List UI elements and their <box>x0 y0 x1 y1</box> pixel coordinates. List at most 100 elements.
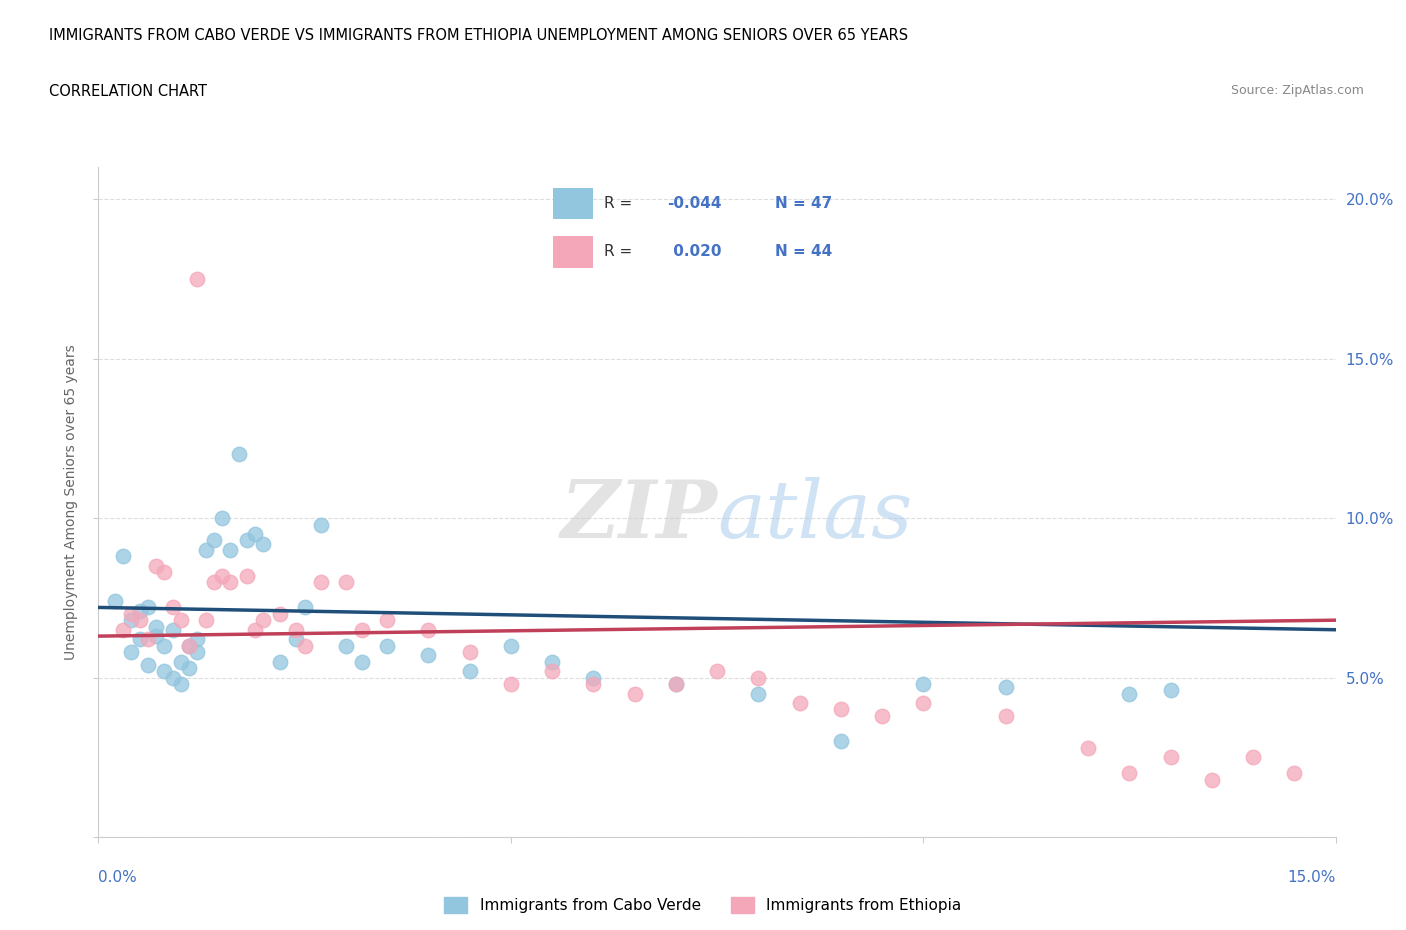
Point <box>243 622 266 637</box>
Point <box>1160 750 1182 764</box>
Text: ZIP: ZIP <box>560 477 717 554</box>
Text: 15.0%: 15.0% <box>1288 870 1336 884</box>
Text: CORRELATION CHART: CORRELATION CHART <box>49 84 207 99</box>
Point <box>789 696 811 711</box>
Point <box>120 606 142 621</box>
Point <box>665 676 688 691</box>
Point <box>211 511 233 525</box>
Point <box>120 644 142 659</box>
Point <box>309 517 332 532</box>
Point <box>211 568 233 583</box>
Point <box>352 622 374 637</box>
Point <box>153 638 176 653</box>
Point <box>747 671 769 685</box>
Point <box>1077 740 1099 755</box>
Point <box>994 680 1017 695</box>
Point <box>153 664 176 679</box>
Point <box>294 638 316 653</box>
Point <box>202 575 225 590</box>
Point <box>219 575 242 590</box>
Point <box>375 638 398 653</box>
Point <box>285 631 308 646</box>
Point <box>458 664 481 679</box>
Point <box>375 613 398 628</box>
Text: atlas: atlas <box>717 477 912 554</box>
Point <box>179 638 201 653</box>
Point <box>458 644 481 659</box>
Point <box>1201 772 1223 787</box>
Point <box>236 568 259 583</box>
Point <box>269 606 291 621</box>
Point <box>830 702 852 717</box>
Point <box>285 622 308 637</box>
Point <box>830 734 852 749</box>
Point <box>112 622 135 637</box>
Point <box>1118 765 1140 780</box>
Text: IMMIGRANTS FROM CABO VERDE VS IMMIGRANTS FROM ETHIOPIA UNEMPLOYMENT AMONG SENIOR: IMMIGRANTS FROM CABO VERDE VS IMMIGRANTS… <box>49 28 908 43</box>
Point <box>145 619 167 634</box>
Point <box>219 542 242 557</box>
Point <box>541 654 564 669</box>
Point <box>170 676 193 691</box>
Point <box>170 654 193 669</box>
Point <box>912 676 935 691</box>
Point <box>499 638 522 653</box>
Point <box>665 676 688 691</box>
Point <box>541 664 564 679</box>
Legend: Immigrants from Cabo Verde, Immigrants from Ethiopia: Immigrants from Cabo Verde, Immigrants f… <box>444 897 962 913</box>
Point <box>309 575 332 590</box>
Text: 0.0%: 0.0% <box>98 870 138 884</box>
Point <box>335 575 357 590</box>
Point <box>128 604 150 618</box>
Point <box>162 622 184 637</box>
Point <box>582 676 605 691</box>
Point <box>706 664 728 679</box>
Point <box>228 447 250 462</box>
Y-axis label: Unemployment Among Seniors over 65 years: Unemployment Among Seniors over 65 years <box>63 344 77 660</box>
Point <box>112 549 135 564</box>
Point <box>294 600 316 615</box>
Point <box>136 600 159 615</box>
Point <box>145 559 167 574</box>
Point <box>194 613 217 628</box>
Point <box>243 526 266 541</box>
Point <box>252 613 274 628</box>
Point <box>912 696 935 711</box>
Point <box>582 671 605 685</box>
Point <box>1284 765 1306 780</box>
Point <box>186 272 208 286</box>
Point <box>1160 683 1182 698</box>
Text: Source: ZipAtlas.com: Source: ZipAtlas.com <box>1230 84 1364 97</box>
Point <box>269 654 291 669</box>
Point <box>128 613 150 628</box>
Point <box>186 631 208 646</box>
Point <box>202 533 225 548</box>
Point <box>870 709 893 724</box>
Point <box>335 638 357 653</box>
Point <box>128 631 150 646</box>
Point <box>418 648 440 663</box>
Point <box>179 638 201 653</box>
Point <box>352 654 374 669</box>
Point <box>145 629 167 644</box>
Point <box>747 686 769 701</box>
Point <box>623 686 645 701</box>
Point <box>162 671 184 685</box>
Point <box>170 613 193 628</box>
Point <box>1241 750 1264 764</box>
Point <box>179 660 201 675</box>
Point <box>162 600 184 615</box>
Point <box>418 622 440 637</box>
Point <box>136 658 159 672</box>
Point <box>1118 686 1140 701</box>
Point <box>136 631 159 646</box>
Point <box>994 709 1017 724</box>
Point <box>120 613 142 628</box>
Point <box>499 676 522 691</box>
Point <box>186 644 208 659</box>
Point <box>252 537 274 551</box>
Point <box>153 565 176 579</box>
Point <box>194 542 217 557</box>
Point <box>236 533 259 548</box>
Point <box>104 593 127 608</box>
